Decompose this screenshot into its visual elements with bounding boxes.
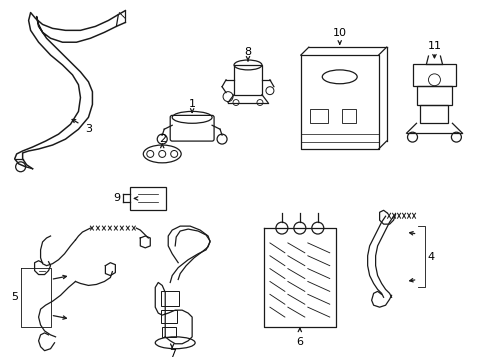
Bar	[161, 291, 179, 306]
Bar	[130, 186, 166, 210]
Text: 9: 9	[113, 193, 120, 203]
Bar	[412, 64, 455, 86]
Text: 8: 8	[244, 47, 251, 57]
Text: 6: 6	[296, 337, 303, 347]
Bar	[416, 86, 451, 105]
Bar	[234, 65, 262, 95]
Bar	[309, 109, 327, 123]
Text: 11: 11	[427, 41, 441, 51]
Bar	[420, 105, 447, 123]
Text: 4: 4	[427, 252, 434, 262]
Bar	[161, 310, 177, 323]
Text: 10: 10	[332, 28, 346, 38]
Text: 2: 2	[158, 134, 165, 144]
Text: 7: 7	[168, 348, 175, 359]
Text: 1: 1	[188, 99, 195, 108]
Bar	[341, 109, 355, 123]
Text: 3: 3	[85, 124, 92, 134]
Text: 5: 5	[11, 292, 18, 302]
Bar	[162, 327, 176, 337]
